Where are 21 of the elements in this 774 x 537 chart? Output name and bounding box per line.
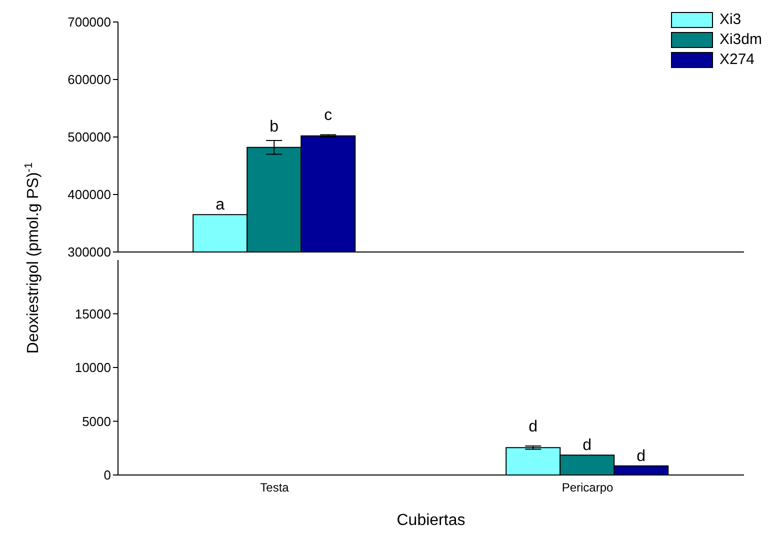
- y-tick-label: 600000: [68, 72, 111, 88]
- legend-label: X274: [719, 50, 755, 70]
- x-tick-label: Testa: [260, 480, 290, 495]
- x-axis-title: Cubiertas: [396, 512, 466, 529]
- data-label: d: [528, 418, 538, 436]
- data-label: b: [270, 118, 279, 136]
- y-tick-label: 500000: [68, 130, 111, 145]
- x-tick-label: Pericarpo: [562, 480, 614, 495]
- y-tick-label: 10000: [74, 360, 111, 376]
- y-tick-label: 700000: [68, 14, 111, 30]
- legend-label: Xi3dm: [719, 30, 762, 50]
- data-label: d: [582, 437, 592, 454]
- y-tick-label: 15000: [74, 306, 111, 322]
- y-tick-label: 0: [104, 468, 111, 483]
- y-tick-label: 300000: [68, 244, 111, 260]
- data-label: d: [636, 448, 646, 465]
- data-label: c: [324, 106, 332, 124]
- y-tick-label: 5000: [82, 414, 111, 429]
- y-tick-label: 400000: [68, 187, 111, 202]
- legend-label: Xi3: [719, 10, 742, 30]
- data-label: a: [216, 196, 225, 214]
